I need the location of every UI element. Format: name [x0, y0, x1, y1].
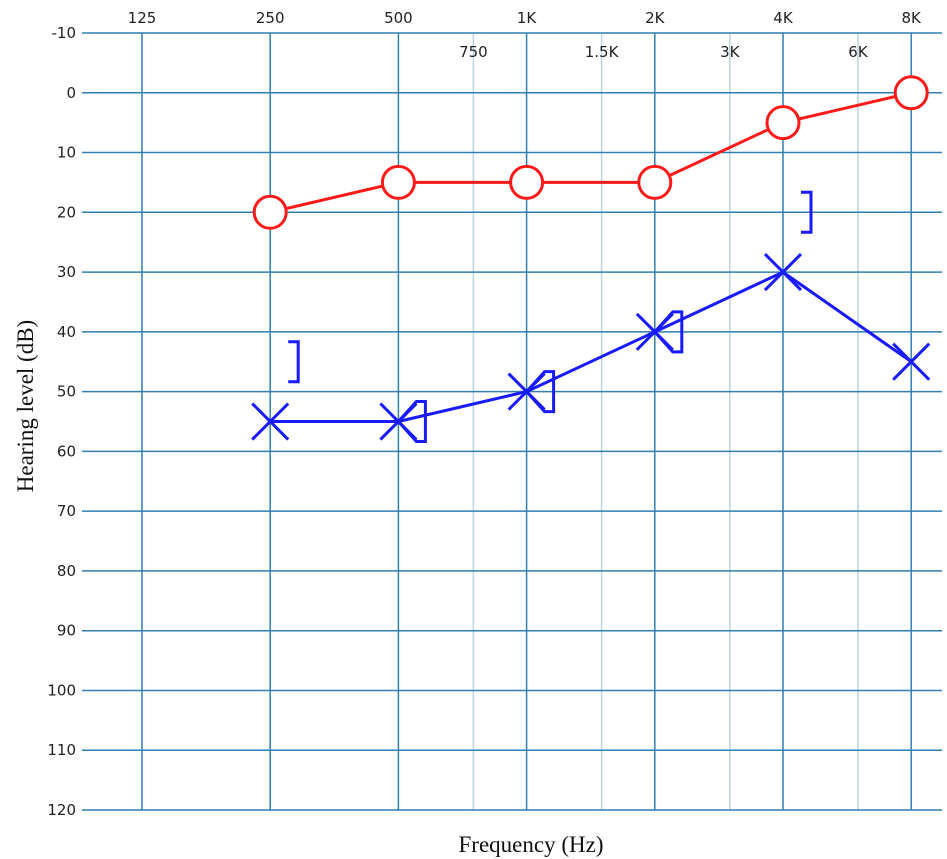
x-axis-title: Frequency (Hz) [459, 832, 604, 857]
minor-frequency-tick-label: 1.5K [585, 43, 620, 61]
frequency-tick-label: 250 [256, 9, 285, 27]
db-tick-label: 40 [57, 323, 76, 341]
db-tick-label: 120 [47, 801, 76, 819]
db-tick-label: 30 [57, 263, 76, 281]
frequency-tick-label: 8K [902, 9, 923, 27]
db-tick-label: 50 [57, 383, 76, 401]
right-ear-circle-marker [893, 75, 929, 111]
left-ear-cross-marker [763, 253, 803, 292]
frequency-tick-label: 1K [517, 9, 538, 27]
masked-bone-bracket-marker [652, 310, 684, 354]
frequency-tick-label: 4K [773, 9, 794, 27]
frequency-tick-label: 2K [645, 9, 666, 27]
masked-bone-bracket-marker [396, 400, 427, 444]
right-ear-circle-marker [380, 164, 416, 200]
right-ear-circle-marker [252, 194, 288, 230]
db-tick-label: 20 [57, 203, 76, 221]
minor-frequency-tick-label: 3K [720, 43, 741, 61]
right-ear-circle-marker [637, 164, 673, 200]
tick-labels: 750 1.5K 3K 6K -10 0 10 20 30 40 50 60 70 80 90 100 110 1… [47, 9, 922, 819]
right-ear-circle-marker [765, 105, 801, 141]
masked-bone-bracket-marker [524, 370, 556, 414]
db-tick-label: 70 [57, 502, 76, 520]
bone-bracket-marker [801, 190, 813, 234]
minor-frequency-tick-label: 6K [848, 43, 869, 61]
left-ear-cross-marker [251, 402, 290, 441]
y-axis-title: Hearing level (dB) [13, 320, 38, 492]
grid [82, 32, 942, 811]
minor-frequency-tick-label: 750 [459, 43, 488, 61]
bone-bracket-marker [288, 340, 300, 384]
left-ear-cross-marker [892, 342, 931, 381]
data-series [251, 75, 931, 444]
frequency-tick-label: 500 [384, 9, 413, 27]
left-ear-air-line [270, 270, 913, 423]
db-tick-label: 80 [57, 562, 76, 580]
db-tick-label: 100 [47, 681, 76, 699]
right-ear-circle-marker [509, 164, 545, 200]
db-tick-label: 110 [47, 741, 76, 759]
db-tick-label: -10 [52, 24, 77, 42]
right-ear-air-line [269, 91, 912, 214]
db-tick-label: 0 [66, 84, 76, 102]
db-tick-label: 60 [57, 442, 76, 460]
plot-background [82, 33, 942, 810]
db-tick-label: 90 [57, 622, 76, 640]
frequency-tick-label: 125 [128, 9, 157, 27]
db-tick-label: 10 [57, 144, 76, 162]
